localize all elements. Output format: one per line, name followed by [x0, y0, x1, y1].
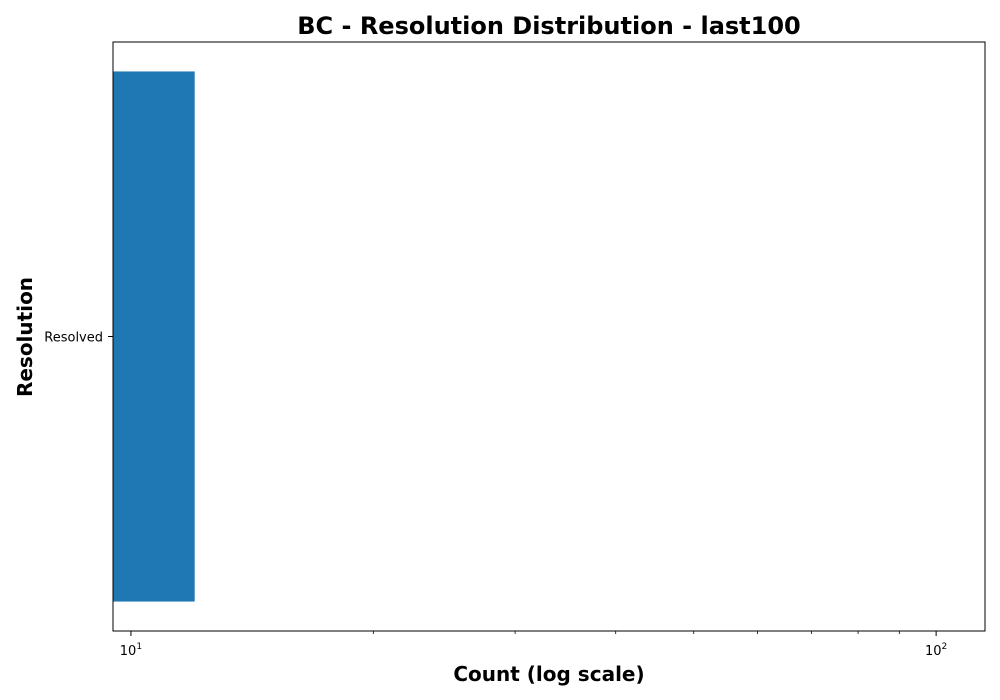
x-tick-base: 10	[925, 644, 942, 659]
x-tick-label: 101	[120, 642, 142, 659]
x-tick-label: 102	[925, 642, 947, 659]
chart-title: BC - Resolution Distribution - last100	[297, 12, 801, 40]
x-axis-label: Count (log scale)	[453, 662, 644, 686]
x-tick-base: 10	[120, 644, 137, 659]
y-axis-label: Resolution	[13, 277, 37, 397]
x-axis-ticks: 101 102	[120, 631, 947, 659]
y-tick-label: Resolved	[44, 331, 103, 346]
x-tick-exponent: 1	[136, 642, 142, 652]
y-axis-ticks: Resolved	[44, 331, 113, 346]
bar	[113, 71, 195, 602]
x-tick-exponent: 2	[942, 642, 948, 652]
plot-area	[113, 71, 195, 602]
